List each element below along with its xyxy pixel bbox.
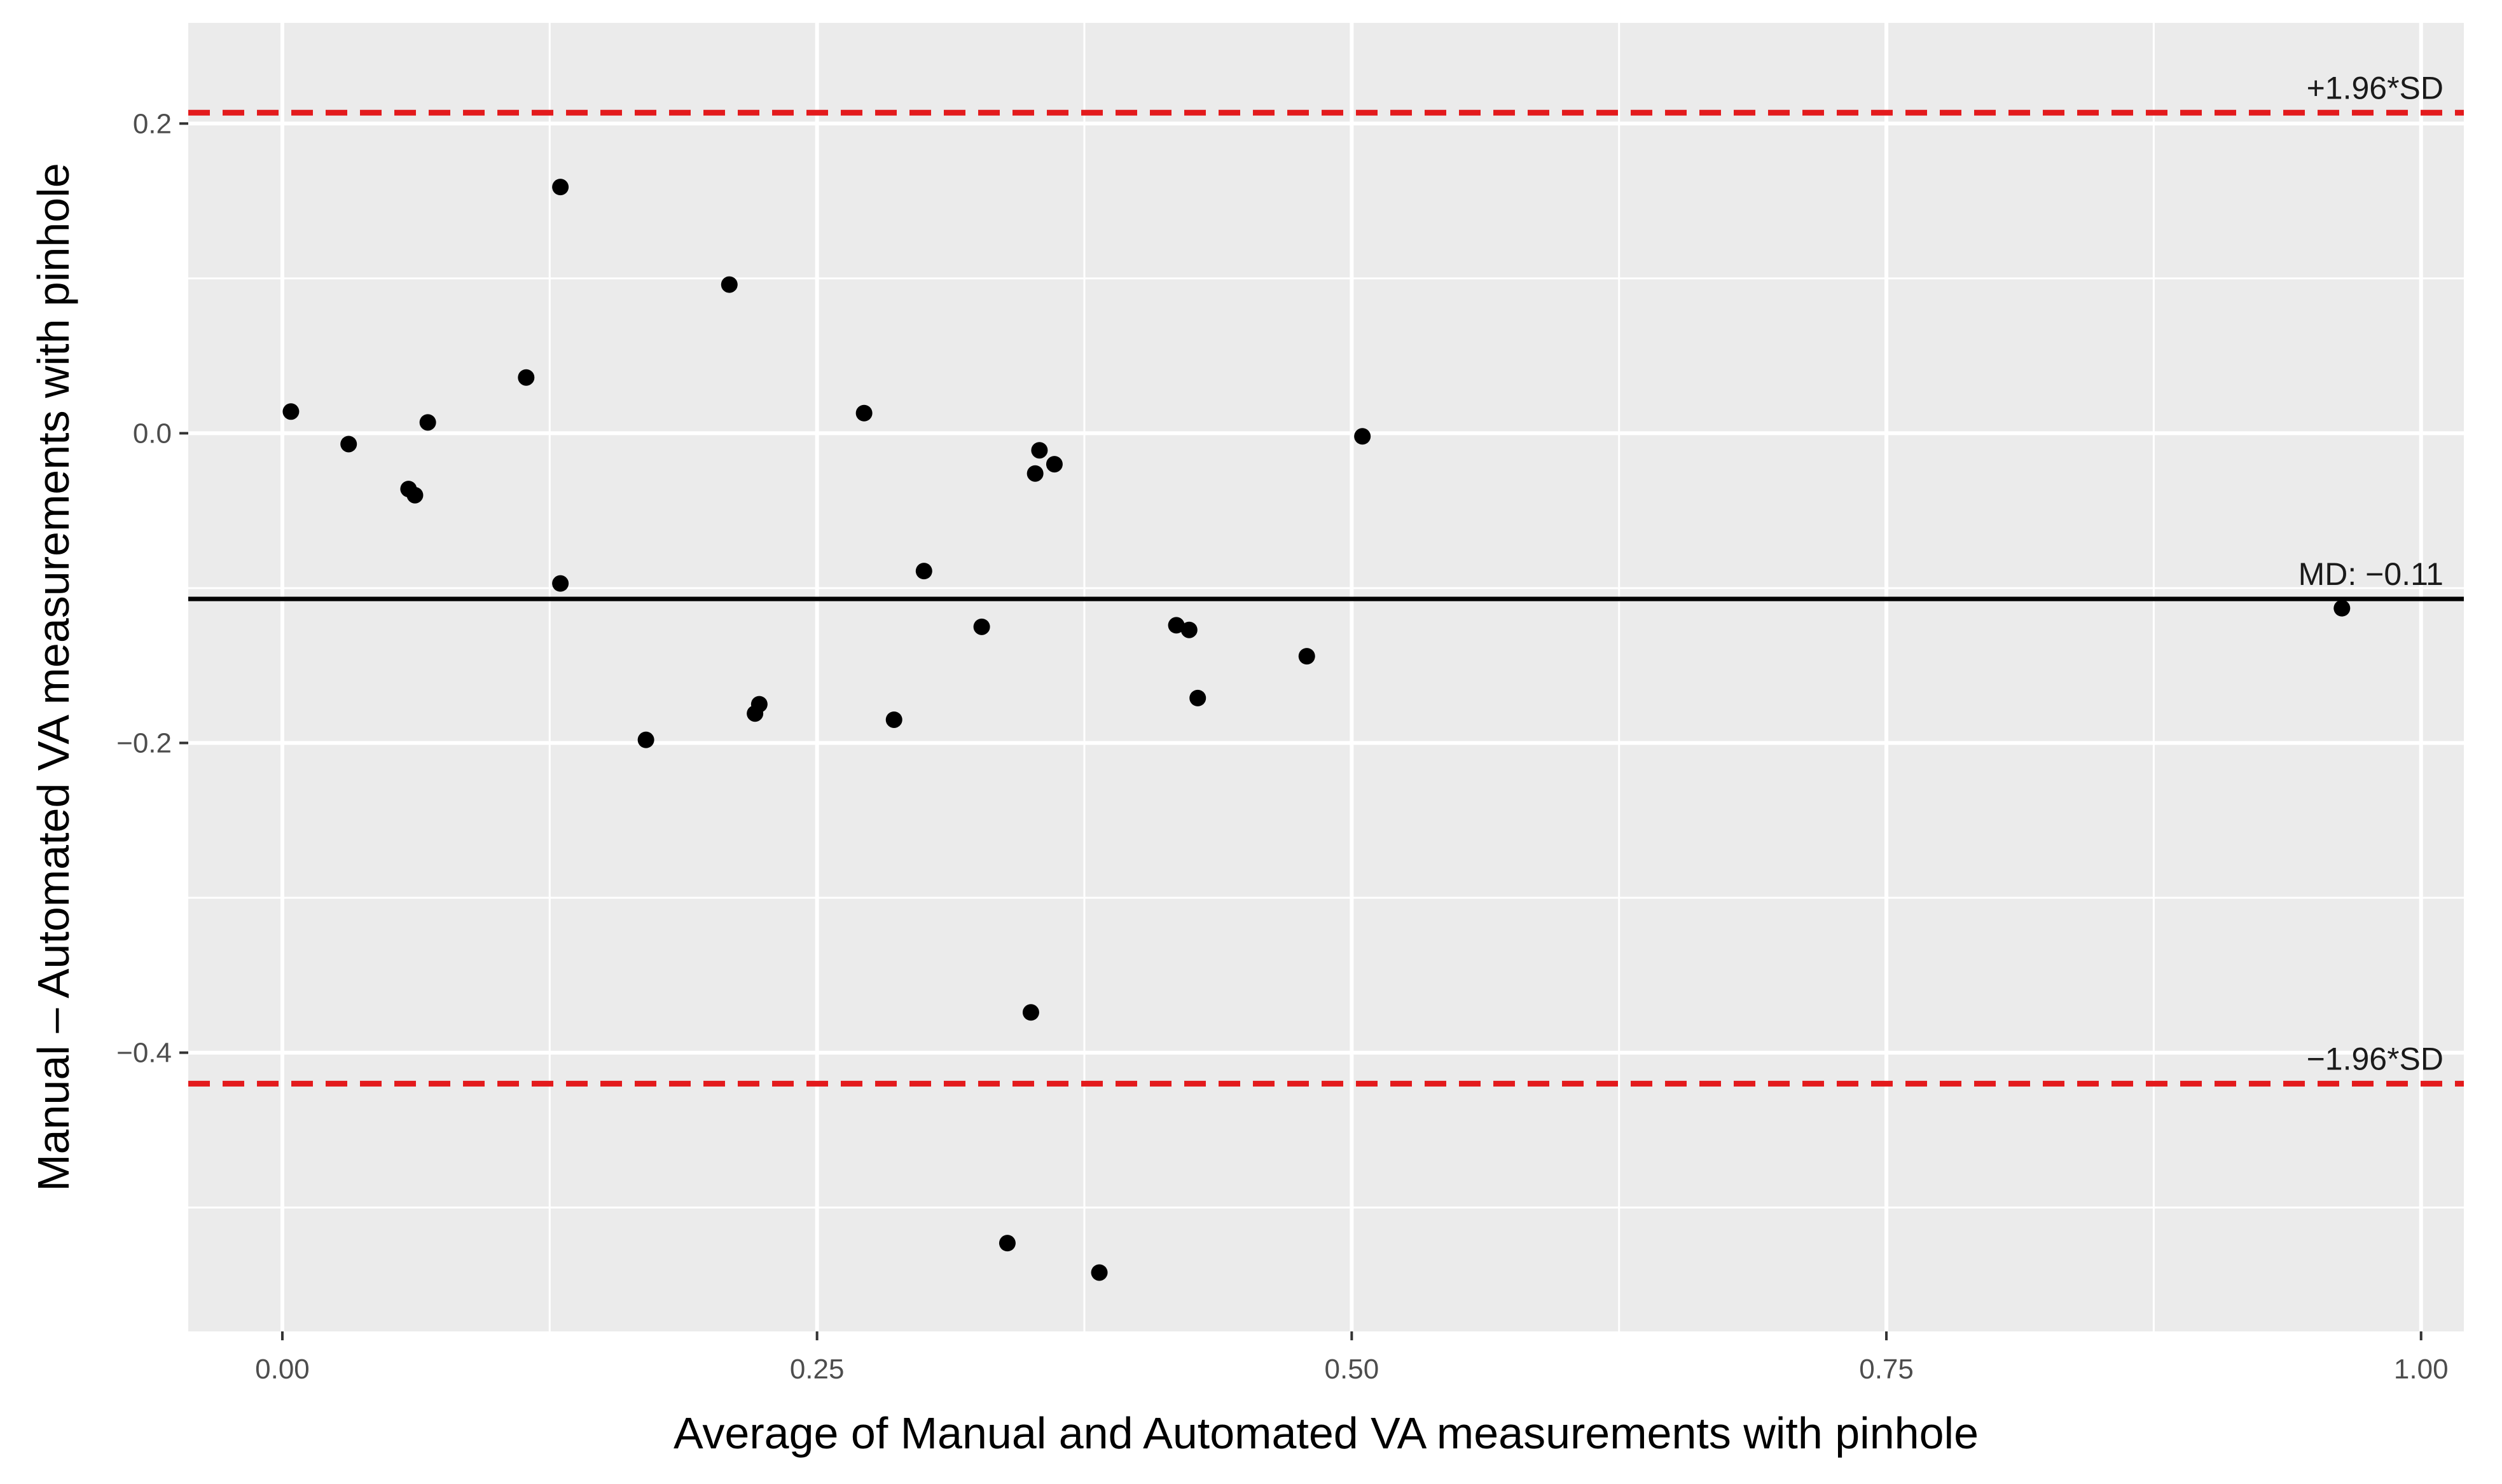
x-tick-label: 0.25 [790, 1354, 845, 1385]
x-tick-label: 1.00 [2394, 1354, 2449, 1385]
data-point [419, 414, 436, 431]
x-axis-title: Average of Manual and Automated VA measu… [674, 1408, 1979, 1458]
x-tick-label: 0.50 [1325, 1354, 1379, 1385]
data-point [1046, 456, 1063, 473]
data-point [1031, 442, 1048, 459]
upper-reference-label: +1.96*SD [2307, 70, 2443, 106]
y-tick-label: −0.2 [116, 728, 172, 759]
data-point [885, 711, 902, 728]
data-point [1168, 617, 1185, 634]
data-point [282, 403, 300, 420]
x-tick-label: 0.75 [1859, 1354, 1914, 1385]
mean-reference-label: MD: −0.11 [2298, 556, 2443, 592]
data-point [1180, 621, 1198, 638]
grid-major [188, 23, 2464, 1331]
data-point [518, 369, 535, 386]
data-point [750, 696, 768, 713]
data-point [1026, 465, 1044, 482]
y-axis-title: Manual – Automated VA measurements with … [29, 163, 78, 1191]
y-axis: 0.2 0.0 −0.2 −0.4 [116, 108, 188, 1069]
data-point [552, 575, 569, 592]
data-points [282, 179, 2351, 1281]
y-tick-label: 0.2 [133, 108, 172, 139]
data-point [340, 436, 357, 453]
y-tick-label: 0.0 [133, 418, 172, 449]
data-point [973, 618, 990, 635]
grid-minor [188, 23, 2464, 1331]
data-point [1189, 689, 1206, 706]
data-point [1091, 1264, 1108, 1281]
data-point [915, 563, 932, 580]
data-point [1022, 1004, 1039, 1021]
data-point [1298, 648, 1315, 665]
data-point [2333, 600, 2351, 617]
data-point [406, 486, 424, 504]
lower-reference-label: −1.96*SD [2307, 1041, 2443, 1076]
x-tick-label: 0.00 [255, 1354, 310, 1385]
data-point [721, 276, 738, 293]
data-point [637, 731, 654, 748]
data-point [999, 1235, 1016, 1252]
data-point [855, 404, 873, 422]
reference-lines: +1.96*SD MD: −0.11 −1.96*SD [188, 70, 2464, 1087]
data-point [1354, 428, 1371, 445]
y-tick-label: −0.4 [116, 1038, 172, 1069]
x-axis: 0.00 0.25 0.50 0.75 1.00 [255, 1331, 2449, 1385]
plot-panel [188, 23, 2464, 1331]
data-point [552, 179, 569, 196]
